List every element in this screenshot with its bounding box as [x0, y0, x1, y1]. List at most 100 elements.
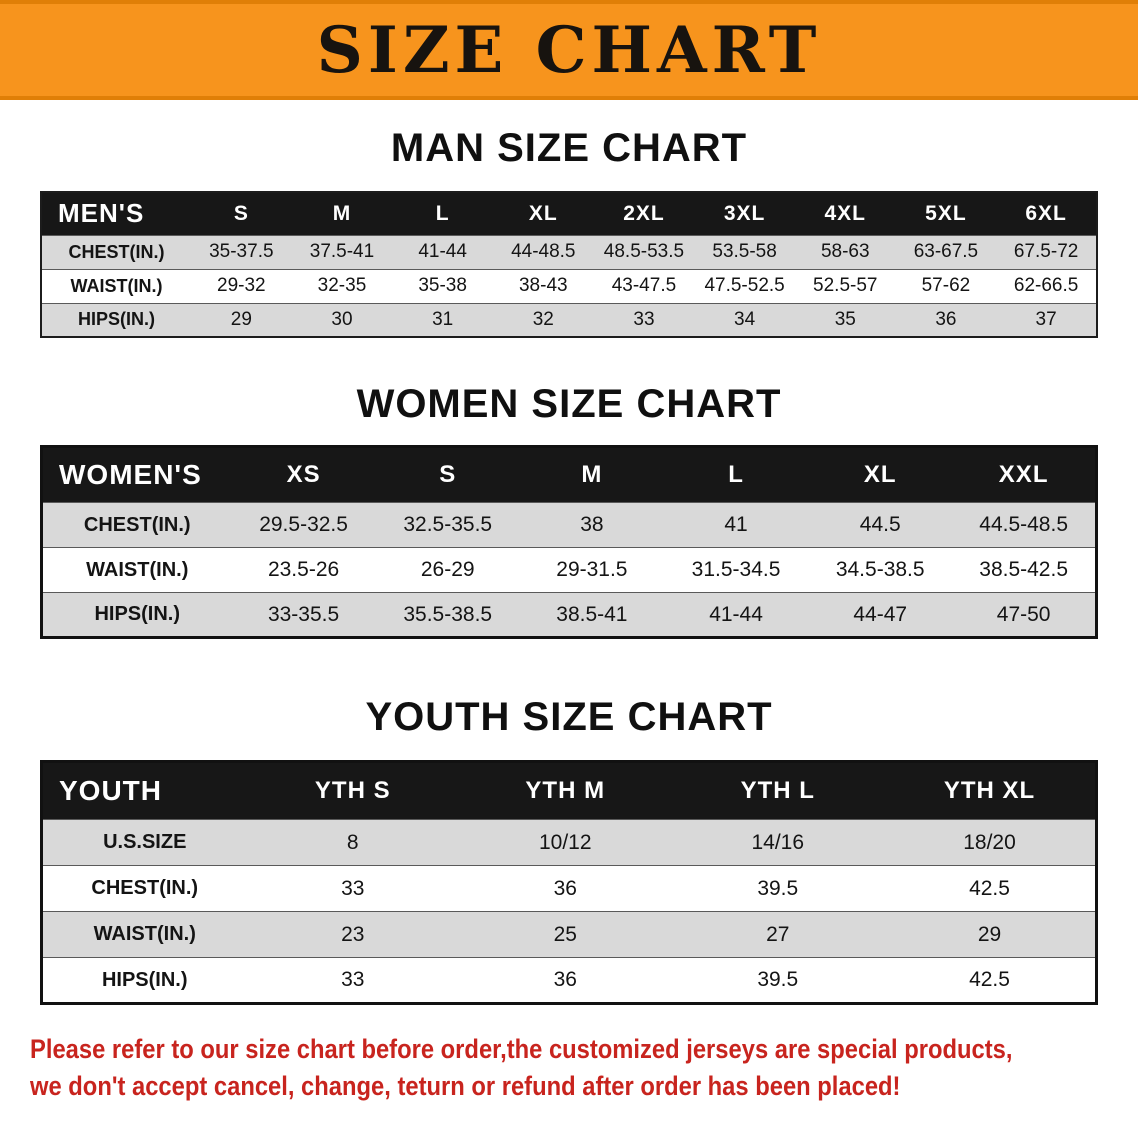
size-value: 63-67.5	[913, 241, 979, 262]
size-value: 39.5	[757, 968, 799, 991]
size-value: 32-35	[317, 275, 367, 296]
size-value: 29	[230, 308, 252, 330]
youth-size-section: YOUTH SIZE CHART YOUTH YTH S YTH M YTH L YTH…	[0, 695, 1138, 1005]
size-column-header: XL	[863, 461, 897, 488]
measurement-label: WAIST(IN.)	[93, 923, 196, 945]
size-value: 8	[346, 830, 359, 854]
size-column-header: YTH XL	[943, 777, 1036, 804]
size-value: 23	[341, 922, 365, 946]
size-value: 27	[766, 922, 790, 946]
men-table-head: MEN'S S M L XL 2XL 3XL 4XL 5XL 6XL	[41, 192, 1097, 235]
youth-section-heading: YOUTH SIZE CHART	[365, 695, 773, 739]
size-value: 32.5-35.5	[403, 513, 493, 536]
size-value: 44-48.5	[511, 241, 576, 262]
women-section-heading: WOMEN SIZE CHART	[356, 382, 782, 426]
size-value: 10/12	[538, 830, 592, 854]
size-value: 38-43	[518, 275, 568, 296]
size-value: 43-47.5	[611, 275, 677, 296]
size-value: 38	[580, 513, 604, 536]
measurement-label: HIPS(IN.)	[77, 309, 155, 330]
size-column-header: YTH M	[525, 777, 606, 804]
size-value: 25	[553, 922, 577, 946]
size-value: 47-50	[996, 602, 1051, 626]
banner: SIZE CHART	[0, 0, 1138, 100]
size-column-header: 4XL	[824, 201, 867, 225]
size-column-header: 2XL	[623, 201, 665, 225]
size-value: 37	[1035, 308, 1057, 330]
women-table-head: WOMEN'S XS S M L XL XXL	[41, 446, 1097, 503]
measurement-label: HIPS(IN.)	[94, 603, 181, 625]
size-value: 32	[532, 308, 554, 330]
size-value: 31.5-34.5	[691, 558, 781, 581]
size-value: 44.5	[859, 513, 901, 536]
size-value: 33	[633, 308, 655, 330]
disclaimer-line-1: Please refer to our size chart before or…	[30, 1034, 1013, 1064]
size-value: 35.5-38.5	[403, 602, 493, 626]
table-title-cell: YOUTH	[59, 775, 162, 806]
size-value: 14/16	[751, 830, 805, 854]
size-value: 42.5	[969, 968, 1010, 991]
size-value: 18/20	[963, 830, 1016, 854]
youth-header-row: YOUTH YTH S YTH M YTH L YTH XL	[41, 761, 1097, 820]
table-title-cell: MEN'S	[58, 198, 145, 229]
measurement-row: U.S.SIZE 8 10/12 14/16 18/20	[41, 819, 1097, 866]
size-column-header: XL	[528, 201, 558, 225]
women-size-table: WOMEN'S XS S M L XL XXL CHEST(IN.) 29.5-32.5 32.…	[40, 445, 1098, 639]
size-value: 33	[341, 876, 365, 900]
measurement-row: WAIST(IN.) 29-32 32-35 35-38 38-43 43-47.5 47.…	[41, 269, 1097, 303]
women-header-row: WOMEN'S XS S M L XL XXL	[41, 446, 1097, 503]
size-value: 67.5-72	[1013, 241, 1079, 262]
size-chart-page: SIZE CHART MAN SIZE CHART MEN'S S M L XL 2XL 3…	[0, 0, 1138, 1106]
size-value: 36	[553, 876, 577, 900]
size-value: 31	[432, 308, 454, 330]
size-column-header: 3XL	[723, 201, 766, 225]
size-value: 29-31.5	[556, 558, 628, 581]
measurement-label: CHEST(IN.)	[68, 241, 165, 262]
men-header-row: MEN'S S M L XL 2XL 3XL 4XL 5XL 6XL	[41, 192, 1097, 235]
size-value: 29-32	[217, 275, 266, 296]
size-value: 52.5-57	[813, 275, 878, 296]
measurement-row: CHEST(IN.) 29.5-32.5 32.5-35.5 38 41 44.5 44.5…	[41, 502, 1097, 548]
size-value: 23.5-26	[267, 558, 340, 581]
measurement-label: WAIST(IN.)	[86, 558, 189, 581]
size-value: 29.5-32.5	[259, 513, 348, 536]
measurement-row: HIPS(IN.) 33-35.5 35.5-38.5 38.5-41 41-44 44-…	[41, 592, 1097, 638]
size-column-header: L	[435, 201, 450, 225]
size-column-header: YTH L	[740, 777, 815, 804]
size-value: 48.5-53.5	[603, 241, 685, 262]
disclaimer: Please refer to our size chart before or…	[30, 1031, 1138, 1106]
size-column-header: L	[728, 461, 744, 488]
size-value: 62-66.5	[1013, 275, 1079, 296]
size-column-header: 5XL	[925, 201, 967, 225]
size-column-header: S	[439, 461, 457, 488]
youth-size-table: YOUTH YTH S YTH M YTH L YTH XL U.S.SIZE 8 10/1…	[40, 760, 1098, 1005]
size-value: 36	[553, 968, 577, 991]
size-value: 57-62	[921, 275, 971, 296]
size-value: 36	[935, 308, 957, 330]
size-column-header: XS	[286, 461, 321, 488]
youth-table-body: U.S.SIZE 8 10/12 14/16 18/20 CHEST(IN.) 33 36 39…	[41, 819, 1097, 1004]
size-value: 38.5-41	[556, 602, 628, 626]
disclaimer-line-2: we don't accept cancel, change, teturn o…	[30, 1071, 901, 1102]
page-title: SIZE CHART	[316, 12, 822, 88]
women-table-body: CHEST(IN.) 29.5-32.5 32.5-35.5 38 41 44.5 44.5…	[41, 502, 1097, 638]
men-section-heading: MAN SIZE CHART	[390, 126, 748, 170]
size-value: 35-38	[418, 275, 467, 296]
measurement-row: CHEST(IN.) 33 36 39.5 42.5	[41, 865, 1097, 912]
size-value: 41-44	[709, 602, 763, 626]
size-value: 35-37.5	[209, 241, 274, 262]
measurement-label: CHEST(IN.)	[91, 877, 199, 899]
size-value: 42.5	[969, 876, 1010, 900]
size-value: 41	[724, 513, 748, 536]
measurement-row: HIPS(IN.) 33 36 39.5 42.5	[41, 957, 1097, 1004]
table-title-cell: WOMEN'S	[59, 459, 202, 490]
measurement-row: CHEST(IN.) 35-37.5 37.5-41 41-44 44-48.5 48.5…	[41, 235, 1097, 269]
size-column-header: M	[581, 461, 603, 488]
size-value: 26-29	[420, 558, 475, 581]
size-column-header: XXL	[998, 461, 1049, 488]
men-table-body: CHEST(IN.) 35-37.5 37.5-41 41-44 44-48.5 48.5…	[41, 235, 1097, 337]
size-column-header: S	[233, 201, 249, 225]
size-value: 33	[341, 968, 365, 991]
measurement-label: WAIST(IN.)	[70, 275, 163, 296]
measurement-row: HIPS(IN.) 29 30 31 32 33 34 35 36 37	[41, 303, 1097, 337]
